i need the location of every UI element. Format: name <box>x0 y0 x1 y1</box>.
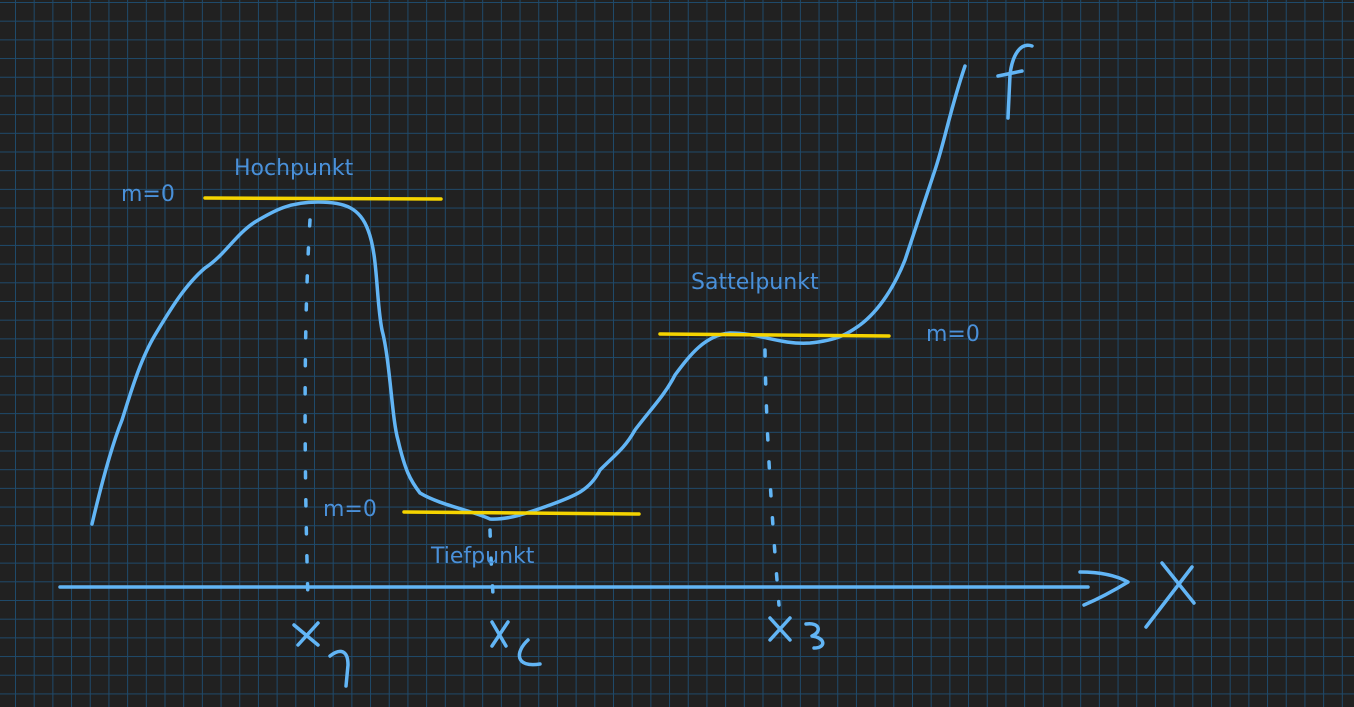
tangent-minimum <box>402 510 641 516</box>
dropline-x2 <box>488 528 496 612</box>
dropline-x1 <box>303 218 312 602</box>
dropline-x3 <box>763 348 781 607</box>
tangent-saddle <box>658 332 891 338</box>
handwritten-x2 <box>490 620 542 667</box>
handwritten-x1 <box>292 621 350 688</box>
handwritten-axis-label-x <box>1144 561 1196 629</box>
label-maximum: Hochpunkt <box>234 156 354 181</box>
handwritten-function-label <box>996 43 1034 120</box>
tangent-maximum <box>203 196 443 201</box>
label-slope-maximum: m=0 <box>121 182 175 207</box>
x-axis-arrowhead <box>1078 570 1130 607</box>
function-curve <box>90 64 967 526</box>
label-slope-saddle: m=0 <box>926 322 980 347</box>
handwritten-x3 <box>768 616 825 650</box>
label-slope-minimum: m=0 <box>323 497 377 522</box>
label-saddle: Sattelpunkt <box>691 270 819 295</box>
label-minimum: Tiefpunkt <box>431 544 535 569</box>
